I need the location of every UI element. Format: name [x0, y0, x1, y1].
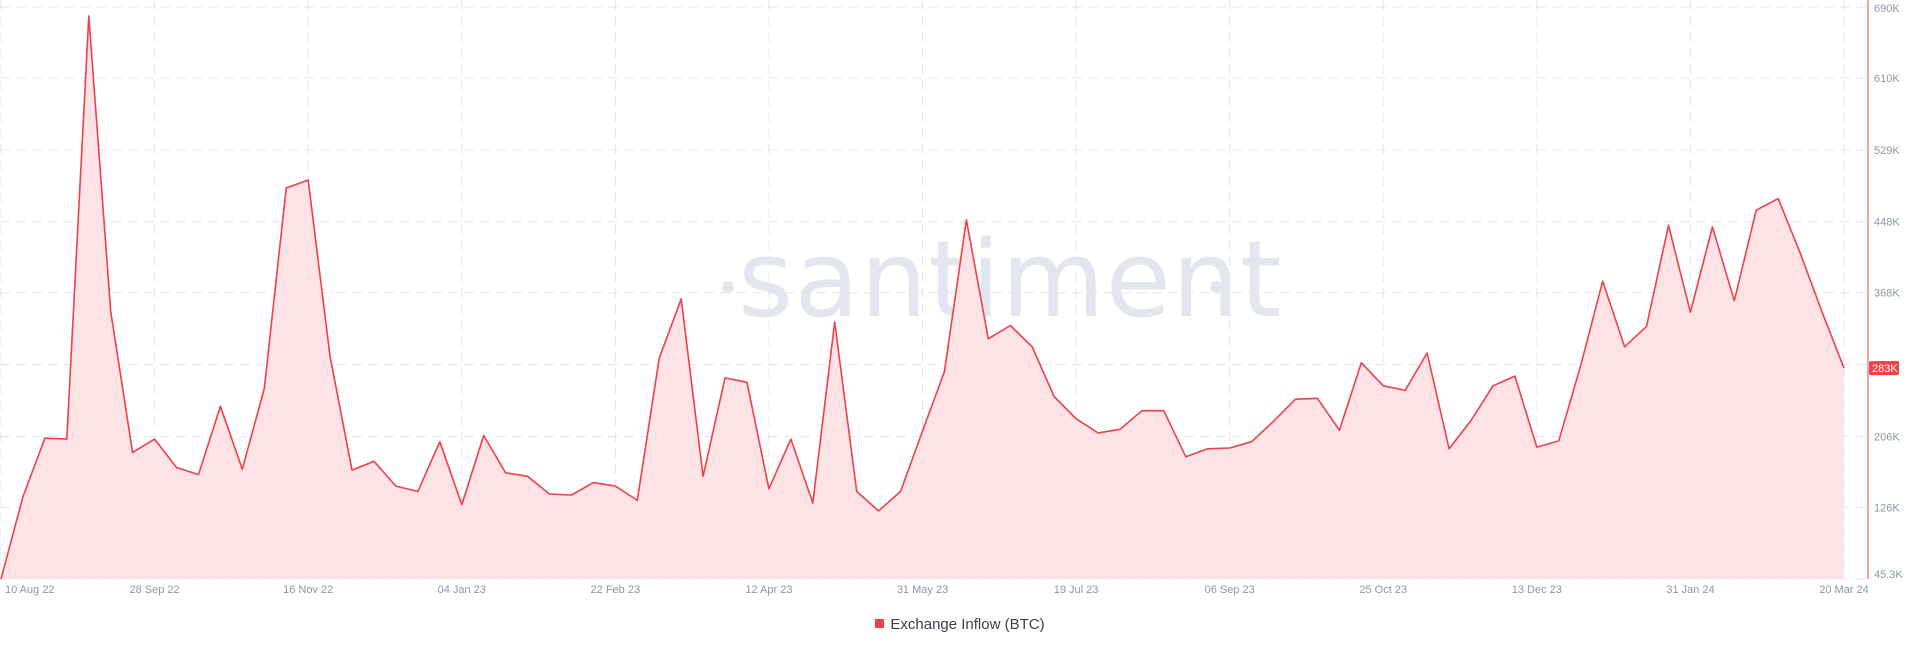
x-tick-label: 04 Jan 23	[438, 584, 486, 596]
x-tick-label: 31 May 23	[897, 584, 948, 596]
legend[interactable]: Exchange Inflow (BTC)	[0, 616, 1920, 633]
x-tick-label: 28 Sep 22	[130, 584, 180, 596]
last-value-badge-text: 283K	[1872, 363, 1898, 375]
watermark-text: santiment	[738, 218, 1283, 341]
y-tick-label: 529K	[1874, 145, 1900, 157]
series-layer	[0, 15, 1845, 580]
x-tick-label: 19 Jul 23	[1054, 584, 1099, 596]
y-tick-label: 45.3K	[1874, 569, 1903, 581]
y-tick-label: 690K	[1874, 3, 1900, 15]
x-tick-label: 06 Sep 23	[1205, 584, 1255, 596]
watermark-dot-right	[1210, 281, 1222, 293]
exchange-inflow-chart: santiment 690K610K529K448K368K287K206K12…	[0, 0, 1903, 596]
x-tick-label: 10 Aug 22	[5, 584, 55, 596]
legend-swatch	[875, 619, 885, 628]
y-tick-label: 610K	[1874, 73, 1900, 85]
x-tick-label: 13 Dec 23	[1512, 584, 1562, 596]
y-tick-label: 206K	[1874, 431, 1900, 443]
x-tick-label: 16 Nov 22	[283, 584, 333, 596]
x-axis: 10 Aug 22 28 Sep 22 16 Nov 22 04 Jan 23 22 F…	[5, 584, 1869, 596]
y-tick-label: 126K	[1874, 502, 1900, 514]
series-line[interactable]	[0, 15, 1845, 580]
legend-label: Exchange Inflow (BTC)	[890, 616, 1045, 633]
y-axis: 690K610K529K448K368K287K206K126K45.3K	[1867, 0, 1903, 581]
x-tick-label: 25 Oct 23	[1359, 584, 1407, 596]
last-value-badge[interactable]: 283K	[1869, 361, 1899, 376]
santiment-watermark: santiment	[722, 218, 1283, 341]
series-area	[1, 15, 1844, 579]
x-tick-label: 22 Feb 23	[591, 584, 641, 596]
x-tick-label: 31 Jan 24	[1666, 584, 1714, 596]
x-tick-label: 12 Apr 23	[745, 584, 792, 596]
y-tick-label: 368K	[1874, 288, 1900, 300]
x-tick-label: 20 Mar 24	[1819, 584, 1869, 596]
watermark-dot-left	[722, 281, 734, 293]
y-tick-label: 448K	[1874, 217, 1900, 229]
last-value-badge-bg	[1869, 361, 1899, 376]
